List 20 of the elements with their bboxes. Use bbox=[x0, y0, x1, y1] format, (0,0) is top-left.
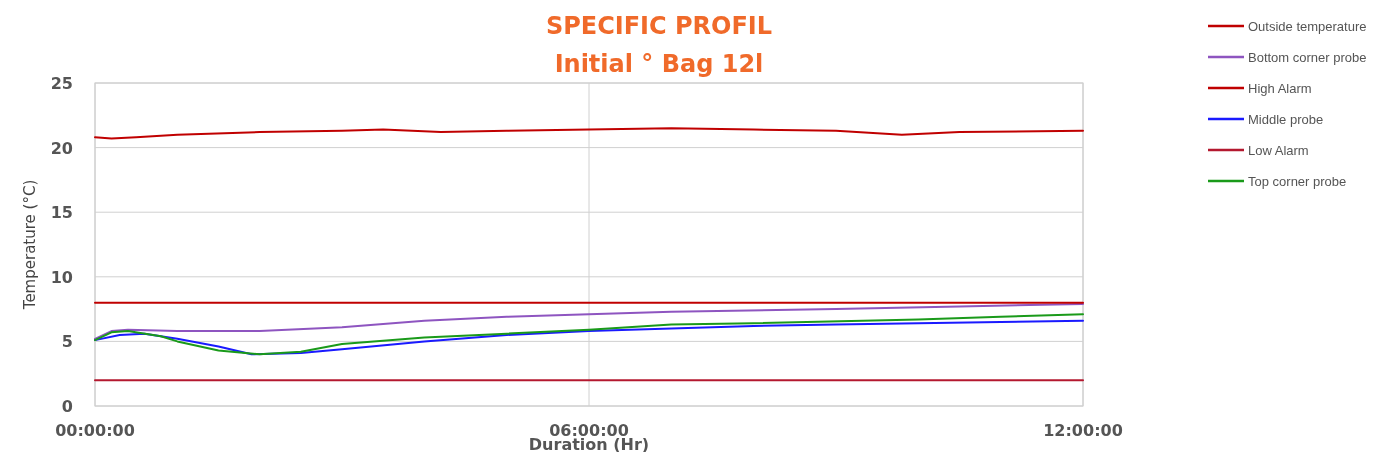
y-tick-label: 10 bbox=[50, 267, 73, 287]
legend-label: Middle probe bbox=[1248, 112, 1324, 127]
legend-label: Low Alarm bbox=[1248, 143, 1309, 158]
y-tick-label: 5 bbox=[61, 332, 73, 352]
x-tick-label: 00:00:00 bbox=[55, 421, 135, 440]
chart-title: SPECIFIC PROFIL bbox=[545, 12, 773, 40]
chart-subtitle: Initial ° Bag 12l bbox=[554, 50, 764, 78]
legend-label: High Alarm bbox=[1248, 81, 1312, 96]
legend-label: Outside temperature bbox=[1248, 19, 1367, 34]
y-tick-label: 0 bbox=[61, 397, 73, 416]
x-tick-label: 12:00:00 bbox=[1043, 421, 1123, 440]
line-series bbox=[94, 302, 1084, 340]
y-tick-label: 15 bbox=[50, 203, 73, 223]
line-series bbox=[94, 127, 1084, 140]
x-axis-title: Duration (Hr) bbox=[528, 435, 650, 453]
legend-label: Top corner probe bbox=[1248, 174, 1347, 189]
y-axis-title: Temperature (°C) bbox=[21, 179, 39, 311]
y-tick-label: 20 bbox=[50, 138, 73, 158]
legend-label: Bottom corner probe bbox=[1248, 50, 1367, 65]
y-tick-label: 25 bbox=[50, 74, 73, 93]
